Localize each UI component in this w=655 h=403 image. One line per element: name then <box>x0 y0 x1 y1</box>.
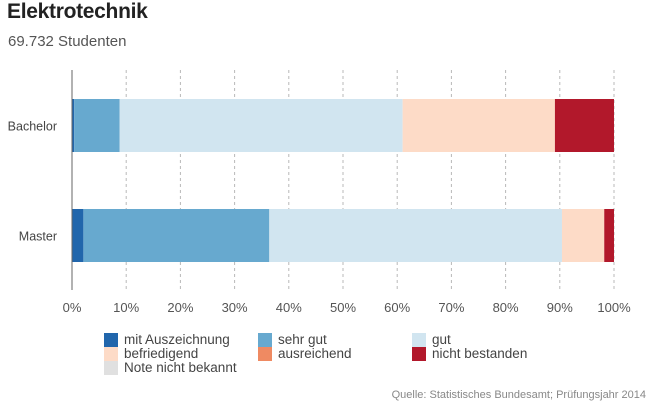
legend-item: mit Auszeichnung <box>104 332 230 347</box>
legend-item: nicht bestanden <box>412 346 527 361</box>
legend-swatch <box>258 346 272 361</box>
bar-segment <box>554 99 614 152</box>
legend-label: befriedigend <box>124 346 199 361</box>
x-tick-label: 20% <box>167 300 193 315</box>
legend-label: Note nicht bekannt <box>124 360 237 375</box>
x-tick-label: 60% <box>384 300 410 315</box>
legend-swatch <box>412 332 426 347</box>
chart-subtitle: 69.732 Studenten <box>8 33 127 50</box>
legend-swatch <box>412 346 426 361</box>
legend-label: nicht bestanden <box>432 346 528 361</box>
bar-segment <box>72 99 75 152</box>
x-tick-label: 70% <box>438 300 464 315</box>
legend-swatch <box>104 360 118 375</box>
legend-label: sehr gut <box>278 332 327 347</box>
legend-label: ausreichend <box>278 346 352 361</box>
bar-segment <box>72 209 84 262</box>
bar-segment <box>74 99 120 152</box>
x-tick-label: 10% <box>113 300 139 315</box>
legend-label: gut <box>432 332 451 347</box>
legend-item: sehr gut <box>258 332 327 347</box>
legend-swatch <box>104 346 118 361</box>
bar-segment <box>561 209 605 262</box>
bar-segment <box>119 99 403 152</box>
legend-item: ausreichend <box>258 346 352 361</box>
legend-item: Note nicht bekannt <box>104 360 237 375</box>
bar-segment <box>402 99 555 152</box>
x-tick-label: 50% <box>330 300 356 315</box>
x-tick-label: 90% <box>547 300 573 315</box>
bar-segment <box>269 209 562 262</box>
y-category-label: Bachelor <box>8 120 57 134</box>
x-tick-label: 100% <box>597 300 631 315</box>
x-tick-label: 40% <box>276 300 302 315</box>
stacked-bar-chart: 0% 10% 20% 30% 40% 50% 60% 70% 80% 90% 100% Bachelo… <box>8 70 631 315</box>
x-tick-label: 0% <box>63 300 82 315</box>
bar-segment <box>83 209 270 262</box>
x-tick-label: 80% <box>493 300 519 315</box>
legend-item: gut <box>412 332 451 347</box>
legend-swatch <box>104 332 118 347</box>
legend-item: befriedigend <box>104 346 198 361</box>
chart-title: Elektrotechnik <box>7 0 148 23</box>
x-tick-label: 30% <box>222 300 248 315</box>
y-category-label: Master <box>19 230 57 244</box>
legend-swatch <box>258 332 272 347</box>
legend-label: mit Auszeichnung <box>124 332 230 347</box>
source-note: Quelle: Statistisches Bundesamt; Prüfung… <box>391 389 646 401</box>
bar-segment <box>604 209 614 262</box>
